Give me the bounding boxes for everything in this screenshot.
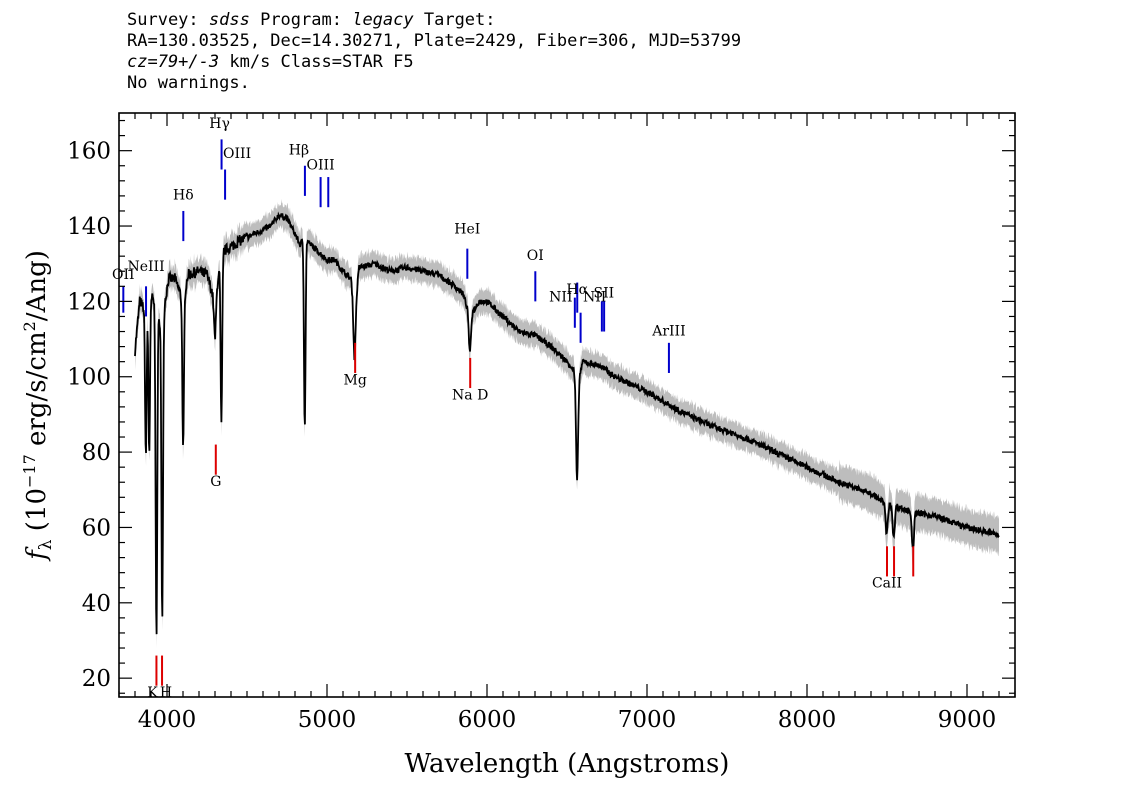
y-tick-label: 80 xyxy=(82,440,111,466)
class-text: km/s Class=STAR F5 xyxy=(219,52,414,72)
x-tick-label: 6000 xyxy=(458,707,517,733)
absorption-line-label: CaII xyxy=(872,576,902,592)
header-line-redshift: cz=79+/-3 km/s Class=STAR F5 xyxy=(127,52,741,73)
program-label: Program: xyxy=(249,10,353,30)
absorption-line-label: Mg xyxy=(344,372,367,388)
emission-line-label: Hβ xyxy=(289,142,309,158)
emission-line-label: OIII xyxy=(307,158,335,174)
absorption-line-label: K xyxy=(147,685,158,701)
x-tick-label: 5000 xyxy=(298,707,357,733)
error-band-area xyxy=(135,199,999,648)
emission-line-label: Hα xyxy=(566,282,588,298)
x-tick-label: 4000 xyxy=(138,707,197,733)
flux-series xyxy=(134,211,1000,635)
absorption-line-label: Na D xyxy=(452,387,488,403)
x-tick-label: 8000 xyxy=(778,707,837,733)
emission-line-label: NeIII xyxy=(127,259,164,275)
x-axis: 4000 5000 6000 7000 8000 9000 xyxy=(118,113,1016,733)
y-tick-label: 100 xyxy=(67,365,111,391)
y-tick-label: 20 xyxy=(82,666,111,692)
spectrum-header: Survey: sdss Program: legacy Target: RA=… xyxy=(127,10,741,94)
emission-line-label: ArIII xyxy=(651,323,685,339)
emission-line-label: Hδ xyxy=(173,188,194,204)
x-tick-label: 9000 xyxy=(938,707,997,733)
flux-line xyxy=(134,211,1000,635)
survey-value: sdss xyxy=(208,10,250,30)
program-value: legacy xyxy=(352,10,414,30)
header-line-survey: Survey: sdss Program: legacy Target: xyxy=(127,10,741,31)
emission-line-label: SII xyxy=(594,286,615,302)
emission-line-label: Hγ xyxy=(209,116,230,132)
absorption-line-label: H xyxy=(160,685,172,701)
emission-line-label: OI xyxy=(527,248,544,264)
x-tick-label: 7000 xyxy=(618,707,677,733)
emission-line-label: OII xyxy=(112,267,135,283)
y-tick-label: 60 xyxy=(82,515,111,541)
header-line-warnings: No warnings. xyxy=(127,73,250,93)
y-axis: 20 40 60 80 100 120 140 160 xyxy=(67,119,1015,694)
absorption-line-label: G xyxy=(210,474,221,490)
y-tick-label: 40 xyxy=(82,591,111,617)
y-tick-label: 160 xyxy=(67,139,111,165)
survey-label: Survey: xyxy=(127,10,209,30)
x-axis-label: Wavelength (Angstroms) xyxy=(405,749,730,779)
header-line-coordinates: RA=130.03525, Dec=14.30271, Plate=2429, … xyxy=(127,31,742,51)
emission-line-label: HeI xyxy=(454,222,480,238)
y-tick-label: 120 xyxy=(67,289,111,315)
svg-text:fλ (10−17 erg/s/cm2/Ang): fλ (10−17 erg/s/cm2/Ang) xyxy=(20,250,56,562)
error-band xyxy=(135,199,999,648)
y-axis-label: fλ (10−17 erg/s/cm2/Ang) xyxy=(20,250,56,562)
emission-line-label: NII xyxy=(549,289,572,305)
redshift-value: cz=79+/-3 xyxy=(127,52,220,72)
plot-frame xyxy=(118,112,1016,698)
target-label: Target: xyxy=(413,10,496,30)
emission-line-label: NII xyxy=(583,289,606,305)
emission-line-label: OIII xyxy=(223,146,251,162)
y-tick-label: 140 xyxy=(67,214,111,240)
